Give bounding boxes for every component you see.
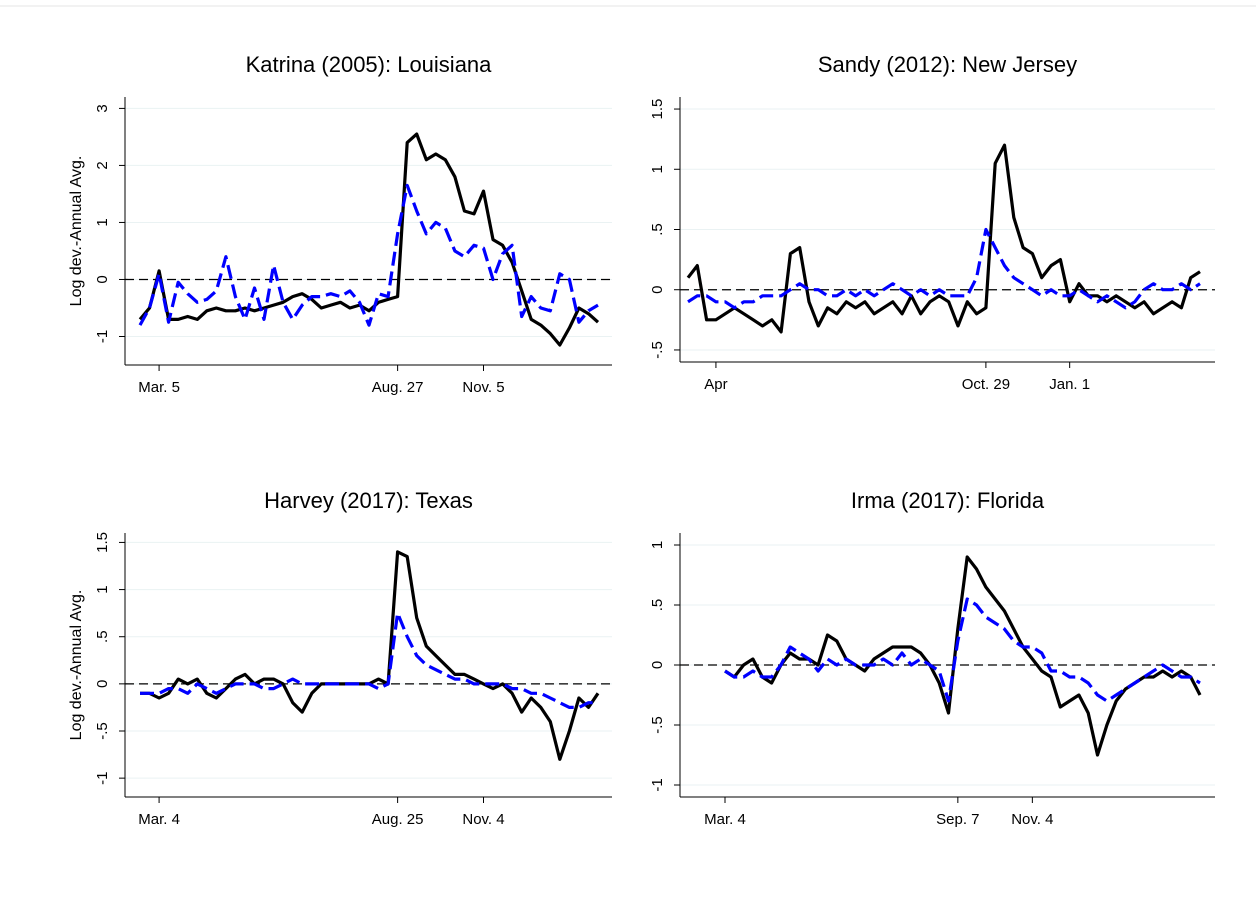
y-tick-label: 1.5 xyxy=(649,99,666,120)
y-tick-label: 2 xyxy=(94,161,111,169)
y-tick-label: -1 xyxy=(94,771,111,784)
y-tick-label: -.5 xyxy=(649,341,666,359)
series-line xyxy=(138,183,599,327)
y-tick-label: .5 xyxy=(649,599,666,612)
x-tick-label: Aug. 27 xyxy=(372,379,424,396)
y-tick-label: 0 xyxy=(94,680,111,688)
y-tick-label: -.5 xyxy=(649,716,666,734)
x-tick-label: Nov. 4 xyxy=(1011,811,1053,828)
panel-title: Irma (2017): Florida xyxy=(851,488,1045,513)
panel: Harvey (2017): Texas Log dev.-Annual Avg.… xyxy=(68,488,612,828)
y-tick-label: .5 xyxy=(94,630,111,643)
x-tick-label: Jan. 1 xyxy=(1049,376,1090,393)
series-line xyxy=(687,227,1201,310)
series-line xyxy=(724,555,1202,757)
y-tick-label: 1.5 xyxy=(94,532,111,553)
x-tick-label: Mar. 4 xyxy=(138,811,180,828)
series-line xyxy=(140,611,598,709)
y-tick-label: -1 xyxy=(94,330,111,343)
x-tick-label: Apr xyxy=(704,376,727,393)
panel-title: Sandy (2012): New Jersey xyxy=(818,52,1077,77)
x-tick-label: Mar. 4 xyxy=(704,811,746,828)
series-line xyxy=(686,143,1201,334)
y-tick-label: 1 xyxy=(649,541,666,549)
x-tick-label: Nov. 5 xyxy=(462,379,504,396)
series-line xyxy=(138,132,600,347)
x-tick-label: Oct. 29 xyxy=(962,376,1010,393)
x-tick-label: Nov. 4 xyxy=(462,811,504,828)
y-tick-label: 0 xyxy=(94,275,111,283)
x-tick-label: Mar. 5 xyxy=(138,379,180,396)
y-axis-label: Log dev.-Annual Avg. xyxy=(68,156,85,307)
y-tick-label: -1 xyxy=(649,778,666,791)
panel: Katrina (2005): Louisiana Log dev.-Annual… xyxy=(68,52,612,396)
x-tick-label: Aug. 25 xyxy=(372,811,424,828)
panel: Irma (2017): Florida -1 -.5 0 .5 1 Mar. 4 Sep. … xyxy=(649,488,1215,828)
y-tick-label: 0 xyxy=(649,661,666,669)
x-tick-label: Sep. 7 xyxy=(936,811,979,828)
panel-title: Katrina (2005): Louisiana xyxy=(246,52,493,77)
y-tick-label: 1 xyxy=(94,218,111,226)
y-axis-label: Log dev.-Annual Avg. xyxy=(68,590,85,741)
y-tick-label: -.5 xyxy=(94,722,111,740)
y-tick-label: 3 xyxy=(94,104,111,112)
y-tick-label: 1 xyxy=(94,585,111,593)
y-tick-label: .5 xyxy=(649,223,666,236)
panel-title: Harvey (2017): Texas xyxy=(264,488,473,513)
panel: Sandy (2012): New Jersey -.5 0 .5 1 1.5 Apr Oct… xyxy=(649,52,1215,393)
series-line xyxy=(724,597,1201,703)
y-tick-label: 1 xyxy=(649,165,666,173)
y-tick-label: 0 xyxy=(649,286,666,294)
